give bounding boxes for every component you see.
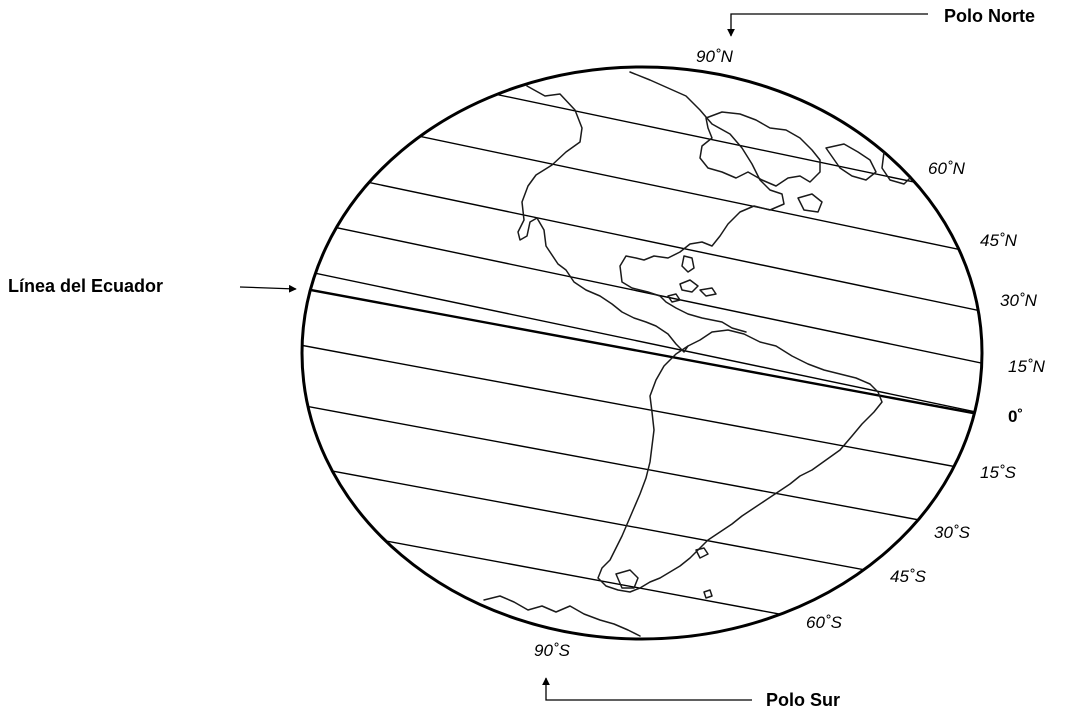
equator-arrow bbox=[239, 284, 297, 293]
south-pole-label: Polo Sur bbox=[766, 690, 840, 710]
latitude-label-0: 0˚ bbox=[1008, 407, 1023, 426]
latitude-label-90s: 90˚S bbox=[534, 641, 571, 660]
latitude-line-60n bbox=[379, 127, 982, 259]
latitude-line-30s bbox=[302, 404, 982, 536]
latitude-label-15s: 15˚S bbox=[980, 463, 1017, 482]
equator-label: Línea del Ecuador bbox=[8, 276, 163, 296]
latitude-line-30n bbox=[302, 219, 982, 368]
equator-line bbox=[302, 286, 982, 420]
south-pole-arrow bbox=[542, 677, 752, 701]
latitude-label-60n: 60˚N bbox=[928, 159, 966, 178]
latitude-label-45s: 45˚S bbox=[890, 567, 927, 586]
north-pole-label: Polo Norte bbox=[944, 6, 1035, 26]
globe-outline bbox=[300, 65, 984, 641]
north-pole-arrow bbox=[727, 13, 928, 37]
latitude-label-45n: 45˚N bbox=[980, 231, 1018, 250]
latitude-label-60s: 60˚S bbox=[806, 613, 843, 632]
latitude-line-15s bbox=[302, 344, 982, 476]
latitude-line-15n bbox=[302, 269, 982, 418]
latitude-line-45n bbox=[302, 167, 982, 316]
latitude-label-30n: 30˚N bbox=[1000, 291, 1038, 310]
latitude-label-90n: 90˚N bbox=[696, 47, 734, 66]
latitude-label-15n: 15˚N bbox=[1008, 357, 1046, 376]
latitude-label-30s: 30˚S bbox=[934, 523, 971, 542]
